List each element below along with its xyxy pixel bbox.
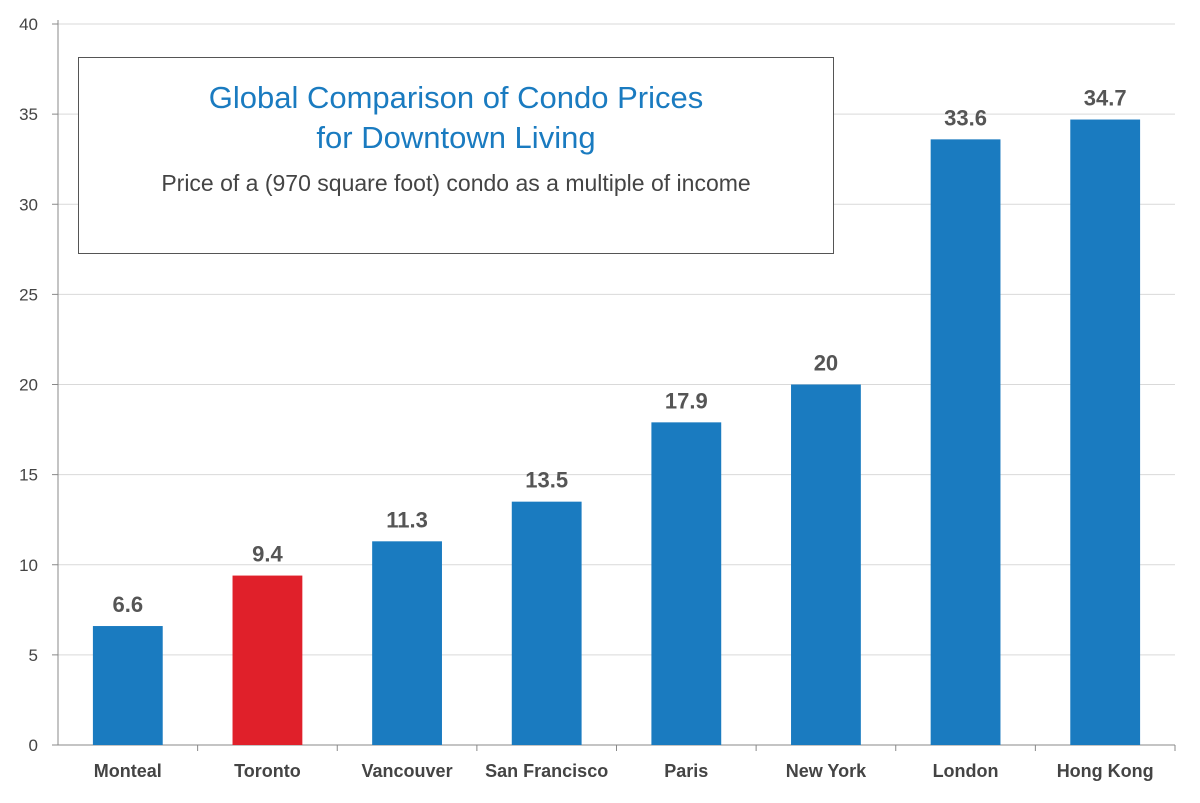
y-tick-label-0: 0 [29,736,38,755]
chart-title-line-2: for Downtown Living [316,120,596,155]
bar-hong-kong [1070,119,1141,746]
bar-london [930,139,1001,746]
y-tick-label-30: 30 [19,195,38,214]
value-label-hong-kong: 34.7 [1084,86,1127,111]
bar-paris [651,422,722,745]
x-tick-labels: Monteal Toronto Vancouver San Francisco Pari… [94,761,1154,781]
y-tick-labels: 0 5 10 15 20 25 30 35 40 [19,15,38,755]
value-label-london: 33.6 [944,105,987,130]
value-label-vancouver: 11.3 [386,507,428,532]
x-tick-label-new-york: New York [786,761,867,781]
value-labels: 6.6 9.4 11.3 13.5 17.9 20 33.6 34.7 [113,86,1127,618]
x-tick-label-hong-kong: Hong Kong [1057,761,1154,781]
bar-new-york [791,384,861,745]
x-tick-label-san-francisco: San Francisco [485,761,608,781]
y-tick-label-20: 20 [19,376,38,395]
y-tick-label-15: 15 [19,466,38,485]
x-tick-label-monteal: Monteal [94,761,162,781]
chart-title-line-1: Global Comparison of Condo Prices [208,80,704,115]
chart-title-box: Global Comparison of Condo Prices for Do… [78,57,834,254]
bar-san-francisco [511,501,582,745]
value-label-new-york: 20 [814,351,838,376]
bar-toronto [232,575,303,745]
value-label-san-francisco: 13.5 [525,468,568,493]
x-tick-label-toronto: Toronto [234,761,301,781]
bar-monteal [92,626,163,745]
y-tick-label-5: 5 [29,646,38,665]
value-label-toronto: 9.4 [252,542,283,567]
y-tick-label-25: 25 [19,285,38,304]
value-label-paris: 17.9 [665,388,708,413]
chart-subtitle: Price of a (970 square foot) condo as a … [161,170,751,196]
bars [92,119,1141,746]
y-tick-label-35: 35 [19,105,38,124]
y-tick-label-40: 40 [19,15,38,34]
bar-vancouver [372,541,442,745]
y-tick-label-10: 10 [19,556,38,575]
x-tick-label-paris: Paris [664,761,708,781]
value-label-monteal: 6.6 [113,592,144,617]
x-tick-label-london: London [933,761,999,781]
x-tick-label-vancouver: Vancouver [362,761,453,781]
